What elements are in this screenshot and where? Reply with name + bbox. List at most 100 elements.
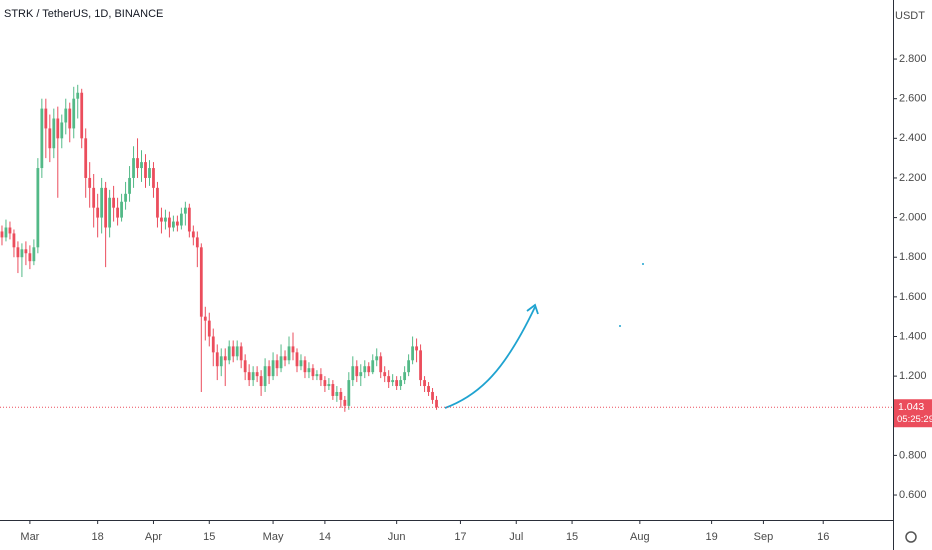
x-tick-label: 15 <box>566 531 578 543</box>
candle-body <box>56 118 60 139</box>
countdown-label: 05:25:29 <box>897 414 932 425</box>
candle-body <box>84 138 88 178</box>
candle-body <box>199 247 203 317</box>
y-tick-label: 2.400 <box>899 132 927 144</box>
candle-body <box>267 366 271 377</box>
candle-body <box>275 360 279 369</box>
x-tick-label: Apr <box>145 531 162 543</box>
candle-body <box>211 336 215 353</box>
candle-body <box>0 231 4 238</box>
x-tick-label: Aug <box>630 531 650 543</box>
candle-body <box>4 227 8 238</box>
candle-body <box>88 177 92 188</box>
candle-body <box>116 207 119 218</box>
y-tick-label: 2.800 <box>899 53 927 65</box>
y-tick-label: 2.200 <box>899 172 927 184</box>
candle-body <box>164 217 167 222</box>
candle-body <box>335 391 339 396</box>
candle-body <box>343 399 347 406</box>
drawn-arrow-head <box>526 303 539 315</box>
candle-body <box>108 197 112 228</box>
candle-body <box>371 360 375 373</box>
candle-body <box>183 207 187 214</box>
candle-body <box>32 247 36 262</box>
candle-body <box>12 233 16 248</box>
candle-body <box>355 366 359 377</box>
last-price-label: 1.043 <box>898 401 924 413</box>
candle-body <box>367 366 371 373</box>
candle-body <box>40 108 44 169</box>
candle-body <box>52 118 56 149</box>
candle-body <box>347 380 351 406</box>
candle-body <box>359 372 363 377</box>
candle-body <box>431 391 434 400</box>
candle-body <box>255 372 259 377</box>
y-tick-label: 0.800 <box>899 449 927 461</box>
drawn-arrow <box>444 306 536 409</box>
x-tick-label: 18 <box>92 531 104 543</box>
candle-body <box>20 249 24 258</box>
candle-body <box>311 368 315 377</box>
candle-body <box>140 162 143 169</box>
y-tick-label: 1.800 <box>899 251 927 263</box>
candle-body <box>179 213 183 226</box>
candle-body <box>379 356 383 373</box>
candle-body <box>156 187 159 218</box>
candle-body <box>271 360 275 377</box>
candle-body <box>92 187 96 208</box>
candle-body <box>231 346 235 357</box>
settings-icon[interactable] <box>905 531 917 543</box>
x-tick-label: May <box>263 531 284 543</box>
candle-body <box>383 372 387 377</box>
plot <box>0 84 438 412</box>
candle-body <box>144 162 147 178</box>
candle-body <box>291 346 295 353</box>
candle-body <box>303 360 307 373</box>
candle-body <box>24 249 28 254</box>
candle-body <box>227 346 231 361</box>
candle-body <box>148 168 151 178</box>
candle-body <box>152 168 155 188</box>
chart-title: STRK / TetherUS, 1D, BINANCE <box>4 8 163 20</box>
y-tick-label: 1.200 <box>899 370 927 382</box>
candle-body <box>387 376 391 383</box>
candle-body <box>299 360 303 367</box>
candle-body <box>104 187 108 228</box>
candle-body <box>435 399 438 408</box>
candle-body <box>327 384 331 387</box>
x-tick-label: Sep <box>754 531 774 543</box>
candle-body <box>8 227 12 234</box>
candle-body <box>295 352 299 367</box>
candle-body <box>287 346 291 361</box>
candle-body <box>375 356 379 361</box>
candle-body <box>112 197 116 208</box>
candle-body <box>68 108 72 129</box>
candle-body <box>403 372 407 381</box>
candle-body <box>315 374 319 377</box>
candle-body <box>195 237 199 248</box>
candle-body <box>172 221 175 228</box>
candle-body <box>72 98 76 129</box>
candle-body <box>124 193 127 202</box>
candle-body <box>279 356 283 369</box>
candle-body <box>391 380 395 383</box>
axis-unit: USDT <box>895 10 925 22</box>
settings-gear[interactable] <box>905 531 917 543</box>
candle-body <box>16 247 20 258</box>
candle-body <box>239 346 243 361</box>
candle-body <box>283 356 287 361</box>
x-tick-label: Mar <box>20 531 39 543</box>
drawn-dot <box>642 263 644 265</box>
candle-body <box>331 384 335 396</box>
y-tick-label: 0.600 <box>899 489 927 501</box>
candle-body <box>28 253 32 262</box>
candle-body <box>60 122 64 139</box>
candle-body <box>323 380 327 387</box>
candle-body <box>319 374 323 381</box>
candle-body <box>351 366 355 381</box>
candle-body <box>187 207 191 232</box>
x-tick-label: Jun <box>388 531 406 543</box>
x-tick-label: 14 <box>319 531 331 543</box>
candle-body <box>44 108 48 129</box>
